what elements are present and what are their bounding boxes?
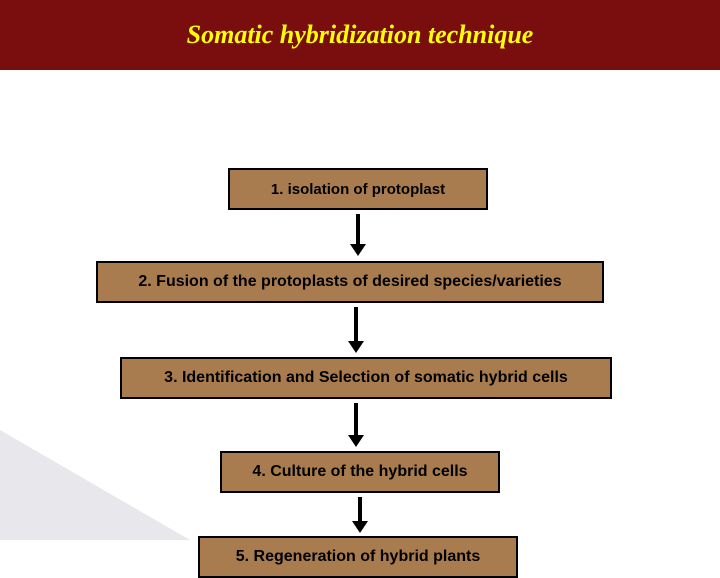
flow-arrow-3 bbox=[348, 403, 364, 447]
arrow-head-icon bbox=[348, 435, 364, 447]
flow-step-5: 5. Regeneration of hybrid plants bbox=[198, 536, 518, 578]
title-header: Somatic hybridization technique bbox=[0, 0, 720, 70]
arrow-shaft bbox=[354, 403, 358, 435]
flow-step-label: 1. isolation of protoplast bbox=[271, 181, 445, 198]
arrow-head-icon bbox=[350, 244, 366, 256]
flow-step-label: 4. Culture of the hybrid cells bbox=[252, 463, 467, 481]
flow-step-label: 2. Fusion of the protoplasts of desired … bbox=[138, 273, 561, 291]
arrow-head-icon bbox=[348, 341, 364, 353]
arrow-shaft bbox=[358, 497, 362, 521]
flowchart-container: 1. isolation of protoplast 2. Fusion of t… bbox=[0, 70, 720, 540]
arrow-shaft bbox=[354, 307, 358, 341]
flow-step-label: 5. Regeneration of hybrid plants bbox=[236, 548, 480, 566]
page-title: Somatic hybridization technique bbox=[187, 20, 534, 50]
flow-arrow-1 bbox=[350, 214, 366, 256]
arrow-shaft bbox=[356, 214, 360, 244]
flow-arrow-2 bbox=[348, 307, 364, 353]
flow-arrow-4 bbox=[352, 497, 368, 533]
flow-step-1: 1. isolation of protoplast bbox=[228, 168, 488, 210]
flow-step-4: 4. Culture of the hybrid cells bbox=[220, 451, 500, 493]
flow-step-2: 2. Fusion of the protoplasts of desired … bbox=[96, 261, 604, 303]
arrow-head-icon bbox=[352, 521, 368, 533]
flow-step-3: 3. Identification and Selection of somat… bbox=[120, 357, 612, 399]
flow-step-label: 3. Identification and Selection of somat… bbox=[164, 369, 568, 387]
